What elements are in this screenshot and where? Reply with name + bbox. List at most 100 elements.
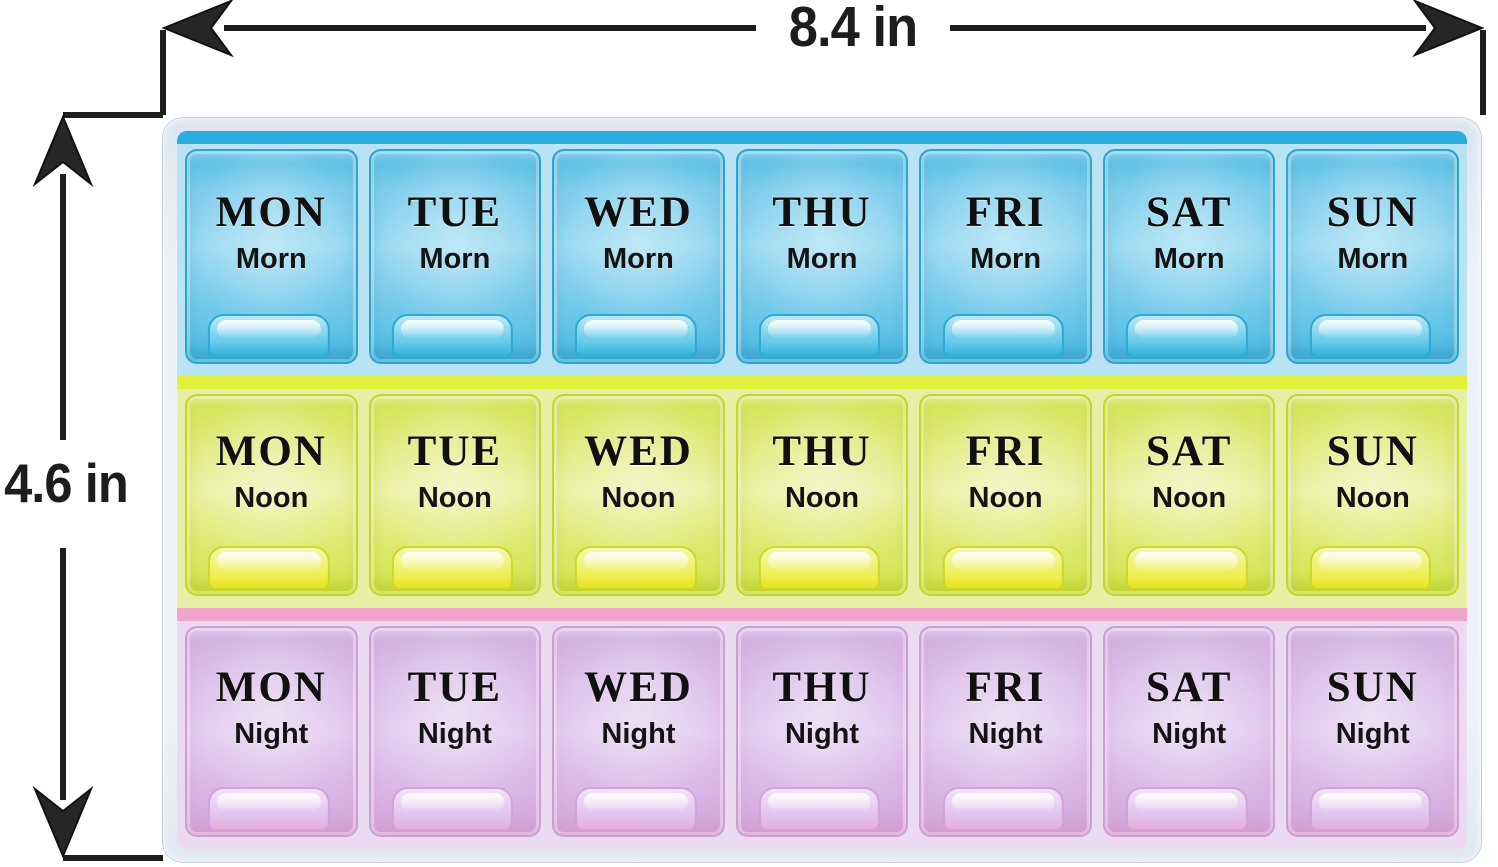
period-label: Morn xyxy=(970,243,1042,275)
period-label: Night xyxy=(1152,718,1227,750)
day-label: FRI xyxy=(965,427,1046,475)
lid-latch xyxy=(575,787,697,831)
width-dimension-label: 8.4 in xyxy=(788,0,918,59)
row-noon-edge-strip xyxy=(177,376,1467,389)
day-label: TUE xyxy=(407,664,503,711)
period-label: Night xyxy=(784,718,860,750)
lid-latch xyxy=(758,314,881,358)
arrowhead-left-icon xyxy=(161,0,234,58)
day-label: WED xyxy=(584,664,693,711)
lid-latch xyxy=(1126,314,1248,358)
day-label: SAT xyxy=(1145,189,1233,236)
period-label: Night xyxy=(234,718,309,750)
day-label: MON xyxy=(215,189,327,236)
period-label: Noon xyxy=(1152,481,1227,514)
pill-organizer: MON Morn TUE Morn WED Morn xyxy=(163,118,1481,862)
lid-mon-noon: MON Noon xyxy=(185,394,358,596)
row-morning: MON Morn TUE Morn WED Morn xyxy=(177,131,1467,376)
row-morning-edge-strip xyxy=(177,131,1467,144)
lid-sun-night: SUN Night xyxy=(1286,626,1460,837)
lid-sat-morn: SAT Morn xyxy=(1102,149,1276,364)
day-label: SUN xyxy=(1326,427,1419,475)
lid-thu-morn: THU Morn xyxy=(735,149,909,364)
period-label: Morn xyxy=(1153,243,1225,275)
day-label: WED xyxy=(584,427,693,475)
day-label: FRI xyxy=(965,664,1046,711)
lid-latch xyxy=(575,546,697,590)
period-label: Noon xyxy=(234,481,309,514)
lid-fri-night: FRI Night xyxy=(919,626,1092,837)
period-label: Night xyxy=(1335,718,1410,750)
lid-wed-morn: WED Morn xyxy=(552,149,725,364)
lid-latch xyxy=(942,787,1064,831)
period-label: Morn xyxy=(419,243,491,275)
lid-latch xyxy=(1309,314,1432,358)
lid-thu-night: THU Night xyxy=(735,626,909,837)
period-label: Noon xyxy=(968,481,1043,514)
day-label: SAT xyxy=(1145,664,1233,711)
row-night-cells: MON Night TUE Night WED Night xyxy=(177,621,1467,849)
period-label: Morn xyxy=(235,243,307,275)
period-label: Morn xyxy=(786,243,858,275)
lid-wed-noon: WED Noon xyxy=(552,394,725,596)
lid-wed-night: WED Night xyxy=(552,626,725,837)
lid-latch xyxy=(1309,546,1432,590)
lid-latch xyxy=(758,787,881,831)
arrowhead-down-icon xyxy=(32,785,94,859)
lid-latch xyxy=(758,546,881,590)
day-label: THU xyxy=(772,427,872,475)
lid-latch xyxy=(1126,546,1248,590)
row-night-edge-strip xyxy=(177,608,1467,621)
period-label: Morn xyxy=(1337,243,1409,275)
day-label: SAT xyxy=(1145,427,1233,475)
lid-thu-noon: THU Noon xyxy=(735,394,909,596)
lid-latch xyxy=(208,546,330,590)
lid-tue-night: TUE Night xyxy=(368,626,542,837)
row-morning-cells: MON Morn TUE Morn WED Morn xyxy=(177,144,1467,376)
day-label: FRI xyxy=(965,189,1046,236)
lid-sat-night: SAT Night xyxy=(1102,626,1276,837)
height-dimension-label: 4.6 in xyxy=(4,452,129,514)
arrowhead-up-icon xyxy=(32,114,94,188)
lid-sun-morn: SUN Morn xyxy=(1286,149,1460,364)
period-label: Noon xyxy=(417,481,492,514)
lid-latch xyxy=(1126,787,1248,831)
lid-latch xyxy=(942,314,1064,358)
lid-latch xyxy=(208,314,330,358)
day-label: TUE xyxy=(407,427,503,475)
row-noon: MON Noon TUE Noon WED Noon xyxy=(177,376,1467,608)
lid-latch xyxy=(391,314,514,358)
period-label: Night xyxy=(417,718,492,750)
period-label: Noon xyxy=(1335,481,1410,514)
day-label: THU xyxy=(772,664,872,711)
lid-mon-morn: MON Morn xyxy=(185,149,358,364)
lid-mon-night: MON Night xyxy=(185,626,358,837)
row-noon-cells: MON Noon TUE Noon WED Noon xyxy=(177,389,1467,608)
lid-sun-noon: SUN Noon xyxy=(1286,394,1460,596)
lid-latch xyxy=(575,314,697,358)
period-label: Night xyxy=(968,718,1043,750)
day-label: MON xyxy=(215,427,327,475)
day-label: THU xyxy=(772,189,872,236)
lid-tue-morn: TUE Morn xyxy=(368,149,542,364)
lid-latch xyxy=(391,787,514,831)
lid-fri-noon: FRI Noon xyxy=(919,394,1092,596)
lid-latch xyxy=(208,787,330,831)
day-label: MON xyxy=(215,664,327,711)
period-label: Morn xyxy=(603,243,674,275)
day-label: SUN xyxy=(1326,189,1419,236)
organizer-rows: MON Morn TUE Morn WED Morn xyxy=(177,131,1467,849)
arrowhead-right-icon xyxy=(1412,0,1485,58)
period-label: Night xyxy=(601,718,676,750)
lid-latch xyxy=(391,546,514,590)
lid-tue-noon: TUE Noon xyxy=(368,394,542,596)
day-label: SUN xyxy=(1326,664,1419,711)
lid-latch xyxy=(942,546,1064,590)
lid-fri-morn: FRI Morn xyxy=(919,149,1092,364)
period-label: Noon xyxy=(601,481,676,514)
row-night: MON Night TUE Night WED Night xyxy=(177,608,1467,849)
day-label: WED xyxy=(584,189,693,236)
period-label: Noon xyxy=(784,481,860,514)
lid-sat-noon: SAT Noon xyxy=(1102,394,1276,596)
